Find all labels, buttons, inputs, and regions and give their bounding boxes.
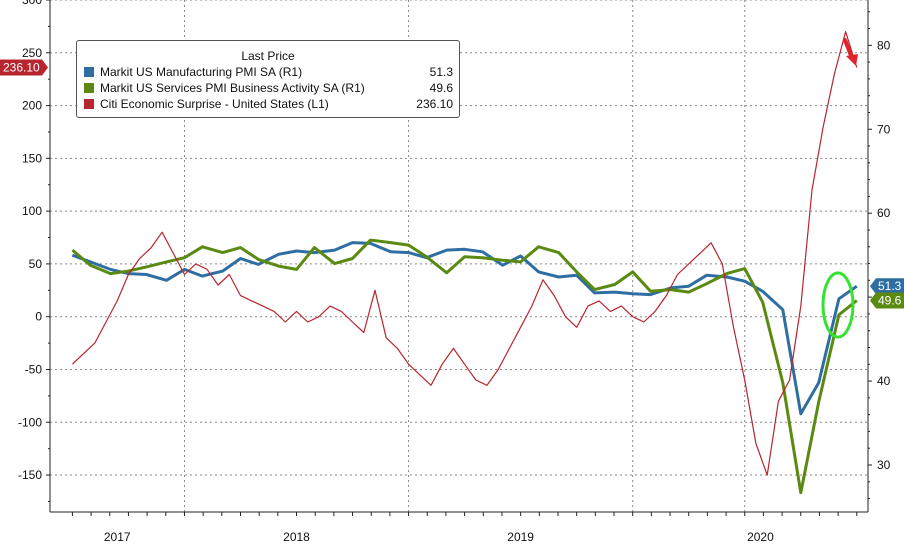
legend-swatch-citi <box>84 99 94 109</box>
axes <box>49 0 869 513</box>
legend-value-services: 49.6 <box>429 81 453 95</box>
x-tick-label: 2017 <box>104 530 131 544</box>
right-tick-label: 80 <box>877 38 891 52</box>
services-value-tag <box>870 292 904 309</box>
legend-label-citi: Citi Economic Surprise - United States (… <box>100 97 329 111</box>
left-tick-label: 200 <box>22 99 42 113</box>
series-line-services <box>71 238 858 495</box>
services-value-tag-label: 49.6 <box>878 293 902 307</box>
legend-value-manufacturing: 51.3 <box>429 65 453 79</box>
legend-label-services: Markit US Services PMI Business Activity… <box>100 81 365 95</box>
x-tick-label: 2020 <box>747 530 774 544</box>
down-arrow-shaft <box>843 38 854 60</box>
left-tick-label: 250 <box>22 46 42 60</box>
legend-item-manufacturing: Markit US Manufacturing PMI SA (R1) 51.3 <box>77 64 459 80</box>
citi-value-tag <box>0 59 48 76</box>
legend-swatch-services <box>84 83 94 93</box>
x-tick-label: 2018 <box>283 530 310 544</box>
citi-value-tag-label: 236.10 <box>3 60 40 74</box>
legend-value-citi: 236.10 <box>416 97 453 111</box>
left-tick-label: 150 <box>22 151 42 165</box>
x-axis-ticks: 2017 2018 2019 2020 <box>71 512 858 544</box>
left-tick-label: 100 <box>22 204 42 218</box>
left-tick-label: -50 <box>25 362 43 376</box>
legend-item-services: Markit US Services PMI Business Activity… <box>77 80 459 96</box>
series-line-manufacturing <box>71 241 858 416</box>
legend-swatch-manufacturing <box>84 67 94 77</box>
legend-item-citi: Citi Economic Surprise - United States (… <box>77 96 459 112</box>
left-axis-ticks: -150 -100 -50 0 50 100 150 200 250 300 <box>18 0 50 502</box>
right-tick-label: 70 <box>877 122 891 136</box>
down-arrow-head <box>846 54 858 66</box>
left-tick-label: -100 <box>18 415 42 429</box>
highlight-ellipse <box>821 271 855 339</box>
x-tick-label: 2019 <box>507 530 534 544</box>
legend-label-manufacturing: Markit US Manufacturing PMI SA (R1) <box>100 65 303 79</box>
left-tick-label: 50 <box>29 257 43 271</box>
series-lines <box>71 31 858 495</box>
right-tick-label: 60 <box>877 206 891 220</box>
left-tick-label: 0 <box>35 310 42 324</box>
left-tick-label: -150 <box>18 468 42 482</box>
series-line-citi <box>71 31 858 476</box>
right-axis-ticks: 304050607080 <box>868 11 891 500</box>
right-tick-label: 30 <box>877 458 891 472</box>
manufacturing-value-tag-label: 51.3 <box>878 279 902 293</box>
manufacturing-value-tag <box>870 278 904 295</box>
left-tick-label: 300 <box>22 0 42 7</box>
legend-title: Last Price <box>241 49 295 63</box>
legend: Last Price Markit US Manufacturing PMI S… <box>76 40 460 118</box>
right-tick-label: 40 <box>877 374 891 388</box>
